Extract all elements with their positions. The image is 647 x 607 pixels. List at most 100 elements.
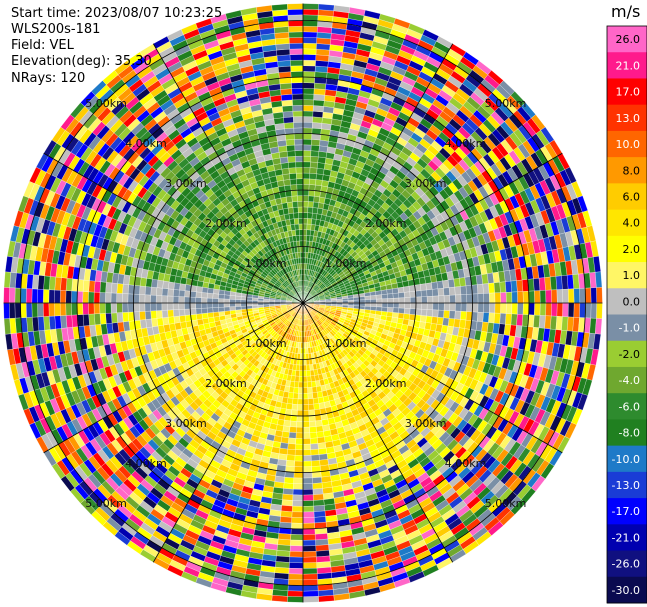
range-gate <box>48 302 55 317</box>
range-gate <box>59 302 67 316</box>
range-gate <box>438 295 445 304</box>
range-gate <box>37 288 44 304</box>
range-gate <box>283 477 294 484</box>
range-gate <box>82 302 89 315</box>
range-gate <box>315 173 324 181</box>
range-gate <box>370 299 377 304</box>
range-gate <box>318 145 328 153</box>
range-gate <box>449 294 456 304</box>
range-gate <box>312 488 324 495</box>
range-gate <box>317 162 326 170</box>
range-gate <box>403 286 410 293</box>
range-gate <box>442 279 450 289</box>
range-gate <box>229 306 236 311</box>
range-gate <box>291 522 304 530</box>
range-gate <box>229 309 237 315</box>
range-gate <box>144 310 152 320</box>
range-gate <box>257 304 264 308</box>
range-gate <box>288 432 297 439</box>
range-gate <box>533 278 541 292</box>
range-gate <box>415 296 422 304</box>
range-gate <box>342 298 349 302</box>
range-gate <box>94 313 101 326</box>
range-gate <box>302 556 317 564</box>
range-gate <box>156 287 163 296</box>
range-gate <box>316 43 331 51</box>
range-gate <box>82 314 90 327</box>
range-gate <box>312 392 319 399</box>
range-gate <box>302 133 313 140</box>
range-gate <box>312 201 320 209</box>
range-gate <box>403 313 410 320</box>
range-gate <box>280 510 293 518</box>
range-gate <box>310 156 319 163</box>
range-gate <box>294 460 304 468</box>
range-gate <box>179 315 186 323</box>
range-gate <box>590 302 597 319</box>
range-gate <box>437 309 445 318</box>
range-gate <box>375 294 383 300</box>
range-gate <box>282 488 294 495</box>
range-gate <box>302 466 313 473</box>
range-gate <box>391 282 399 290</box>
range-gate <box>206 302 213 309</box>
range-gate <box>315 425 324 433</box>
range-gate <box>3 287 10 304</box>
range-gate <box>151 318 159 328</box>
range-gate <box>466 302 473 313</box>
range-gate <box>289 545 304 552</box>
range-gate <box>42 302 50 317</box>
range-gate <box>477 312 484 323</box>
range-gate <box>105 292 112 304</box>
range-gate <box>545 289 552 304</box>
range-gate <box>302 195 309 202</box>
range-gate <box>516 314 524 327</box>
range-gate <box>579 288 586 304</box>
range-gate <box>534 302 541 316</box>
range-gate <box>223 294 231 300</box>
range-gate <box>289 551 304 558</box>
range-gate <box>139 311 146 321</box>
range-gate <box>302 505 315 513</box>
range-gate <box>201 307 208 314</box>
range-gate <box>312 493 324 501</box>
range-gate <box>302 240 307 247</box>
range-gate <box>455 302 462 312</box>
range-gate <box>460 302 468 312</box>
range-gate <box>313 505 326 512</box>
range-gate <box>318 447 328 455</box>
range-gate <box>436 280 444 289</box>
range-gate <box>522 291 530 304</box>
range-gate <box>65 278 73 292</box>
range-gate <box>218 302 225 308</box>
range-gate <box>311 380 317 388</box>
range-gate <box>99 281 107 293</box>
range-gate <box>309 161 318 169</box>
range-gate <box>489 302 496 314</box>
range-gate <box>432 302 439 311</box>
range-gate <box>302 472 313 479</box>
range-gate <box>302 155 311 163</box>
range-gate <box>370 302 377 307</box>
range-gate <box>60 277 68 291</box>
range-gate <box>133 293 140 304</box>
range-gate <box>302 596 319 603</box>
range-gate <box>296 415 304 422</box>
range-gate <box>302 539 316 547</box>
range-gate <box>306 218 313 225</box>
range-gate <box>302 9 319 16</box>
range-gate <box>522 302 530 315</box>
range-gate <box>116 312 124 323</box>
range-gate <box>573 302 581 318</box>
range-gate <box>533 314 541 328</box>
range-gate <box>173 309 180 317</box>
range-gate <box>397 312 405 320</box>
range-gate <box>296 421 304 428</box>
range-gate <box>206 292 214 299</box>
range-gate <box>392 287 399 294</box>
range-gate <box>48 289 55 304</box>
range-gate <box>293 387 299 394</box>
range-gate <box>302 212 308 219</box>
range-gate <box>443 295 451 304</box>
range-gate <box>302 562 318 569</box>
